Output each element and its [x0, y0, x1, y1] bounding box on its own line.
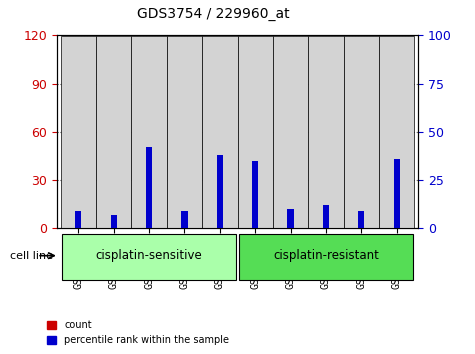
Bar [317, 209, 335, 228]
Bar [146, 147, 152, 228]
FancyBboxPatch shape [62, 234, 236, 280]
Bar [273, 36, 308, 228]
Bar [131, 36, 167, 228]
Bar [394, 159, 400, 228]
Bar [105, 215, 123, 228]
Bar [181, 211, 188, 228]
Text: cisplatin-resistant: cisplatin-resistant [273, 249, 379, 262]
Bar [358, 211, 364, 228]
Bar [352, 215, 370, 228]
Text: GDS3754 / 229960_at: GDS3754 / 229960_at [137, 7, 290, 21]
Bar [379, 36, 415, 228]
Bar [211, 92, 228, 228]
Legend: count, percentile rank within the sample: count, percentile rank within the sample [43, 316, 233, 349]
Bar [140, 51, 158, 228]
Bar [75, 211, 81, 228]
Bar [96, 36, 131, 228]
Bar [282, 212, 299, 228]
Bar [111, 215, 117, 228]
Text: cell line: cell line [10, 251, 53, 261]
Bar [202, 36, 238, 228]
Bar [167, 36, 202, 228]
Bar [287, 209, 294, 228]
Bar [252, 161, 258, 228]
Bar [69, 209, 87, 228]
Text: cisplatin-sensitive: cisplatin-sensitive [95, 249, 202, 262]
Bar [388, 164, 406, 228]
Bar [323, 205, 329, 228]
FancyBboxPatch shape [239, 234, 413, 280]
Bar [344, 36, 379, 228]
Bar [238, 36, 273, 228]
Bar [308, 36, 344, 228]
Bar [247, 159, 264, 228]
Bar [60, 36, 96, 228]
Bar [176, 220, 193, 228]
Bar [217, 155, 223, 228]
